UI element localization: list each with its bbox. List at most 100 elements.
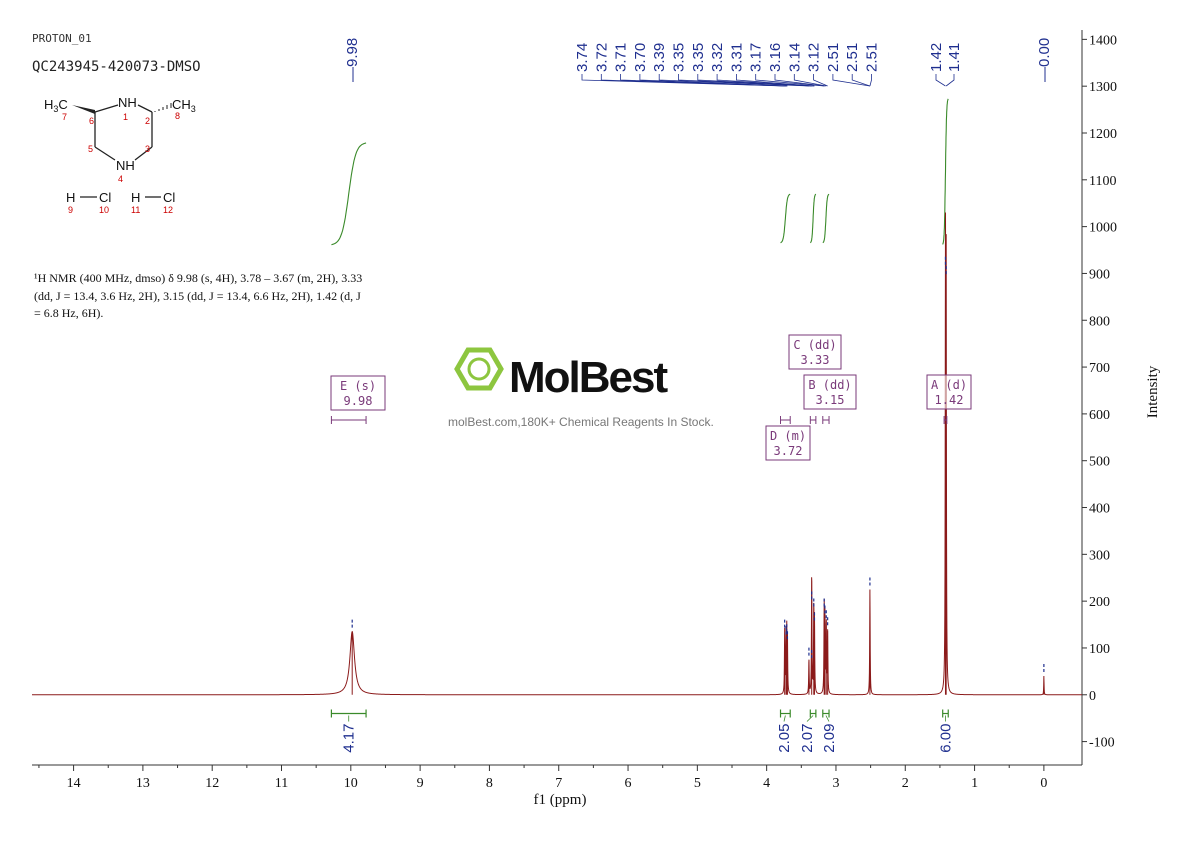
multiplet-box: [788, 334, 842, 370]
atom-num-4: 4: [118, 174, 123, 184]
svg-text:CH3: CH3: [172, 97, 196, 114]
peak-label: 3.35: [690, 43, 707, 72]
x-tick-label: 1: [971, 776, 978, 791]
integral-value: 2.07: [799, 724, 816, 753]
y-tick-label: 900: [1089, 267, 1110, 282]
x-axis-ticks: 14 13 12 11 10 9 8 7 6 5 4 3 2 1 0: [38, 765, 1047, 791]
sample-id: QC243945-420073-DMSO: [32, 59, 201, 75]
x-tick-label: 7: [555, 776, 562, 791]
x-tick-label: 9: [417, 776, 424, 791]
multiplet-shift: 3.72: [774, 444, 803, 458]
atom-num-12: 12: [163, 205, 173, 215]
peak-markers: [351, 256, 1045, 673]
nmr-description: ¹H NMR (400 MHz, dmso) δ 9.98 (s, 4H), 3…: [34, 271, 362, 320]
nh-top-label: NH: [118, 95, 137, 110]
peak-leader: [697, 74, 812, 87]
peak-label: 3.17: [748, 43, 765, 72]
atom-num-5: 5: [88, 144, 93, 154]
multiplet-box: [330, 375, 386, 411]
y-tick-label: -100: [1089, 736, 1115, 751]
peak-leader: [639, 74, 788, 87]
nmr-description-line-3: = 6.8 Hz, 6H).: [34, 306, 103, 320]
y-tick-label: 300: [1089, 548, 1110, 563]
y-tick-label: 0: [1089, 689, 1096, 704]
peak-leader: [869, 74, 872, 87]
integral-value: 6.00: [937, 724, 954, 753]
peak-leader: [851, 74, 871, 87]
multiplet-shift: 3.33: [801, 353, 830, 367]
peak-leader: [793, 74, 827, 87]
x-tick-label: 14: [67, 776, 81, 791]
y-tick-label: 1000: [1089, 221, 1117, 236]
multiplet-label: B (dd): [808, 378, 851, 392]
peak-label-0-00: —0.00: [1036, 38, 1053, 82]
molbest-brand: MolBest: [509, 353, 668, 402]
peak-leader: [774, 74, 825, 87]
peak-label: 3.71: [613, 43, 630, 72]
integral-bars: 4.17 2.05 2.07 2.09 6.00: [330, 709, 954, 753]
y-tick-label: 600: [1089, 408, 1110, 423]
peak-leader: [832, 74, 870, 87]
y-tick-label: 1300: [1089, 80, 1117, 95]
peak-label: 2.51: [864, 43, 881, 72]
peak-leader: [935, 74, 946, 87]
integral-curve: [780, 193, 791, 244]
hcl1-cl: Cl: [99, 190, 111, 205]
multiplet-label: A (d): [931, 378, 967, 392]
y-axis-ticks: -100 0 100 200 300 400 500 600 700 800 900 1000 1100…: [1082, 33, 1117, 751]
y-tick-label: 1200: [1089, 127, 1117, 142]
peak-label: 1.41: [946, 43, 963, 72]
nmr-description-line-1: ¹H NMR (400 MHz, dmso) δ 9.98 (s, 4H), 3…: [34, 271, 362, 285]
x-tick-label: 8: [486, 776, 493, 791]
ch3-label: CH: [172, 97, 191, 112]
peak-leader: [755, 74, 825, 87]
h3c-label: H: [44, 97, 53, 112]
atom-num-6: 6: [89, 116, 94, 126]
multiplet-boxes: E (s)9.98 C (dd)3.33 B (dd)3.15 D (m)3.72 A …: [330, 334, 972, 461]
y-tick-label: 1100: [1089, 174, 1116, 189]
multiplet-box: [803, 374, 857, 410]
peak-leader: [716, 74, 814, 87]
wedge-bond: [72, 105, 95, 114]
peak-labels: 3.74 3.72 3.71 3.70 3.39 3.35 3.35 3.32 3.31 3.17…: [344, 38, 1053, 87]
integral-curves: [331, 98, 949, 246]
atom-num-9: 9: [68, 205, 73, 215]
atom-num-10: 10: [99, 205, 109, 215]
x-tick-label: 13: [136, 776, 150, 791]
atom-num-1: 1: [123, 112, 128, 122]
experiment-label: PROTON_01: [32, 32, 92, 45]
x-tick-label: 10: [344, 776, 358, 791]
integral-curve: [810, 193, 817, 244]
x-tick-label: 4: [763, 776, 770, 791]
y-tick-label: 400: [1089, 502, 1110, 517]
y-tick-label: 700: [1089, 361, 1110, 376]
multiplet-shift: 3.15: [816, 393, 845, 407]
nmr-description-line-2: (dd, J = 13.4, 3.6 Hz, 2H), 3.15 (dd, J …: [34, 289, 361, 303]
peak-label: 3.39: [651, 43, 668, 72]
multiplet-label: E (s): [340, 379, 376, 393]
y-tick-label: 100: [1089, 642, 1110, 657]
peak-label: 2.51: [825, 43, 842, 72]
peak-leader: [813, 74, 828, 87]
multiplet-shift: 1.42: [935, 393, 964, 407]
molbest-watermark: MolBest molBest.com,180K+ Chemical Reage…: [448, 347, 714, 429]
integral-leader: [825, 715, 830, 722]
peak-label: 3.35: [671, 43, 688, 72]
peak-label: 3.31: [728, 43, 745, 72]
peak-label: 3.70: [632, 43, 649, 72]
atom-num-11: 11: [131, 205, 140, 215]
multiplet-box: [926, 374, 972, 410]
integral-value: 2.05: [776, 724, 793, 753]
peak-leader: [736, 74, 815, 87]
x-tick-label: 2: [902, 776, 909, 791]
hash-bond: [154, 103, 172, 112]
integral-value: 4.17: [341, 724, 358, 753]
hcl2-h: H: [131, 190, 140, 205]
x-tick-label: 12: [205, 776, 219, 791]
peak-label: 2.51: [844, 43, 861, 72]
hcl2-cl: Cl: [163, 190, 175, 205]
x-tick-label: 6: [625, 776, 632, 791]
peak-label: 3.32: [709, 43, 726, 72]
